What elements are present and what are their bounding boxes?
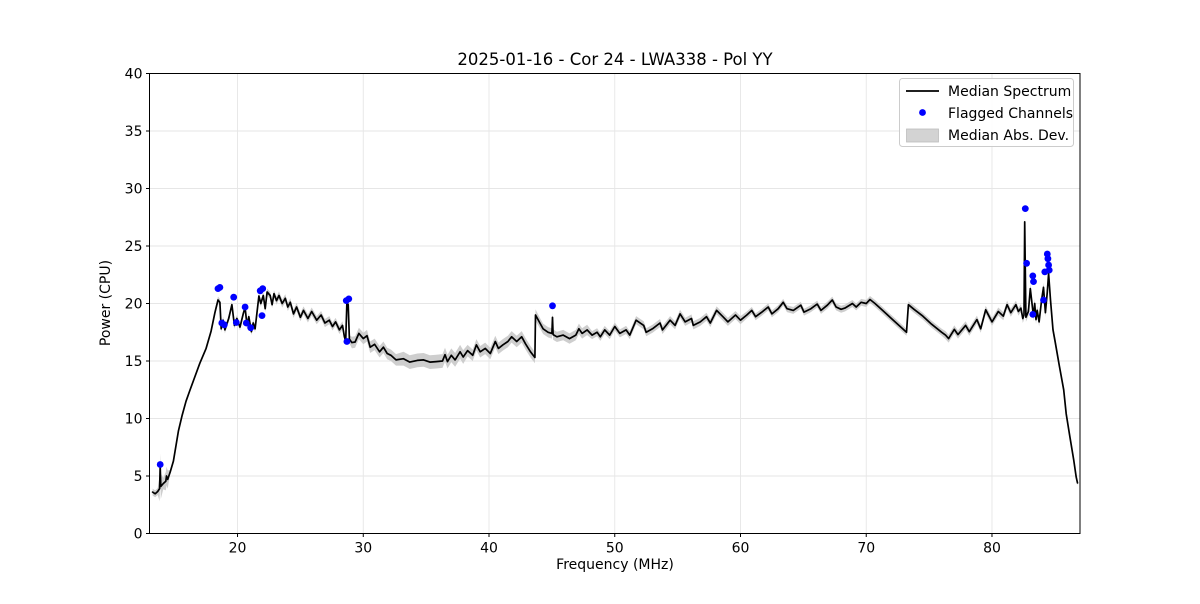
axis-ticks: 20 30 40 50 60 70 80 0 5 10 15 20 25 30 35 40 (125, 67, 1001, 557)
x-tick-label: 70 (857, 541, 875, 557)
legend: Median Spectrum Flagged Channels Median … (899, 78, 1074, 147)
flagged-channel-dots (156, 205, 1053, 468)
y-tick-label: 15 (125, 354, 143, 370)
flagged-channel-dot (220, 321, 228, 329)
y-tick-label: 35 (125, 124, 143, 140)
y-tick-label: 40 (125, 67, 143, 83)
legend-patch-swatch (906, 128, 939, 143)
x-axis-label: Frequency (MHz) (556, 557, 674, 573)
x-tick-label: 40 (480, 541, 498, 557)
x-tick-label: 20 (229, 541, 247, 557)
flagged-channel-dot (216, 284, 224, 291)
flagged-channel-dot (258, 312, 266, 319)
flagged-channel-dot (1040, 296, 1047, 304)
x-tick-label: 30 (354, 541, 372, 557)
legend-dot-swatch (919, 109, 926, 116)
y-axis-label: Power (CPU) (98, 260, 114, 346)
legend-label-median-spectrum: Median Spectrum (948, 84, 1071, 100)
flagged-channel-dot (259, 285, 267, 292)
x-tick-label: 60 (732, 541, 750, 557)
flagged-channel-dot (1045, 266, 1053, 274)
flagged-channel-dot (247, 324, 255, 332)
flagged-channel-dot (1030, 278, 1037, 285)
y-tick-label: 10 (125, 412, 143, 428)
plot-area-border (149, 73, 1081, 534)
flagged-channel-dot (1045, 261, 1052, 269)
flagged-channel-dot (230, 293, 238, 301)
flagged-channel-dot (1044, 255, 1052, 263)
median-spectrum-line (151, 221, 1079, 495)
legend-label-flagged-channels: Flagged Channels (948, 106, 1073, 122)
flagged-channel-dot (232, 319, 240, 326)
median-spectrum-path (151, 221, 1079, 495)
flagged-channel-dot (1029, 272, 1037, 280)
flagged-channel-dot (343, 338, 351, 345)
flagged-channel-dot (1021, 205, 1029, 213)
flagged-channel-dot (241, 303, 249, 311)
x-tick-label: 50 (606, 541, 624, 557)
y-tick-label: 5 (134, 469, 143, 485)
y-tick-label: 25 (125, 239, 143, 255)
y-tick-label: 0 (134, 527, 143, 543)
chart-title: 2025-01-16 - Cor 24 - LWA338 - Pol YY (457, 50, 773, 69)
flagged-channel-dot (345, 295, 353, 303)
flagged-channel-dot (549, 302, 556, 310)
y-tick-label: 20 (125, 297, 143, 313)
y-tick-label: 30 (125, 182, 143, 198)
x-tick-label: 80 (983, 541, 1001, 557)
legend-box (899, 78, 1074, 147)
flagged-channel-dot (242, 319, 250, 327)
legend-label-median-abs-dev: Median Abs. Dev. (948, 128, 1069, 144)
flagged-channel-dot (1023, 259, 1030, 267)
flagged-channel-dot (156, 461, 164, 468)
flagged-channel-dot (1029, 311, 1037, 318)
